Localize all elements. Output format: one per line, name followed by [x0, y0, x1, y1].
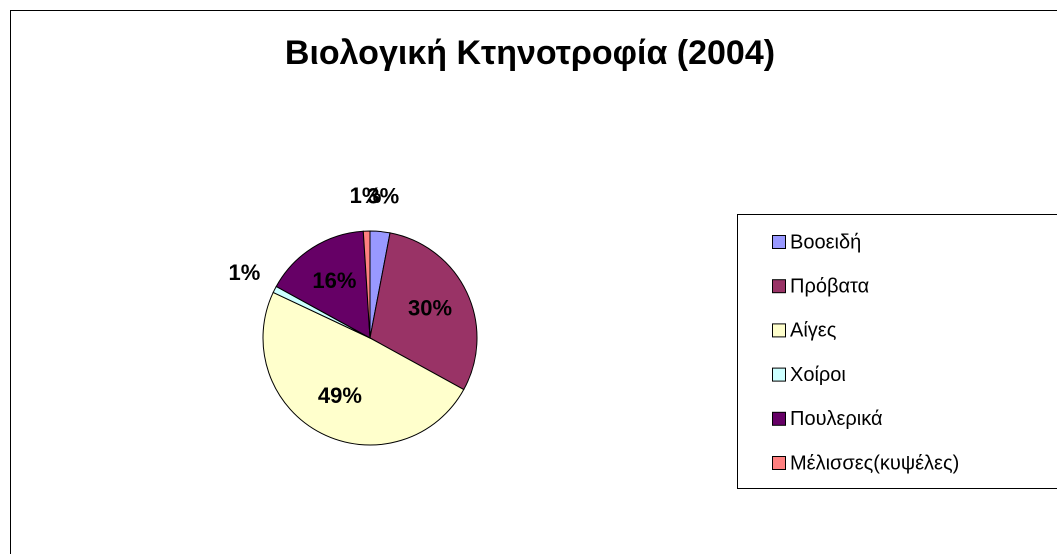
value-label: 1%	[228, 260, 260, 285]
legend-swatch	[772, 367, 786, 382]
legend-label: Πουλερικά	[790, 408, 883, 430]
legend-swatch	[772, 279, 786, 294]
legend-label: Βοοειδή	[790, 231, 861, 253]
value-label: 49%	[318, 383, 362, 408]
legend-box	[737, 214, 1057, 489]
legend-label: Χοίροι	[790, 364, 846, 386]
legend-swatch	[772, 456, 786, 470]
pie-slice	[275, 230, 371, 339]
legend-label: Πρόβατα	[790, 275, 869, 297]
legend-swatch	[772, 323, 786, 338]
value-label: 30%	[408, 296, 452, 321]
legend-swatch	[772, 411, 786, 426]
value-label: 16%	[312, 268, 356, 293]
chart-title: Βιολογική Κτηνοτροφία (2004)	[285, 34, 775, 72]
legend-label: Αίγες	[790, 320, 837, 342]
value-label: 1%	[350, 183, 382, 208]
legend-swatch	[772, 235, 786, 249]
legend-label: Μέλισσες(κυψέλες)	[790, 452, 959, 474]
pie-slice	[369, 232, 478, 391]
value-label: 3%	[367, 183, 399, 208]
pie-slice	[262, 291, 465, 446]
pie-slice	[362, 230, 371, 339]
